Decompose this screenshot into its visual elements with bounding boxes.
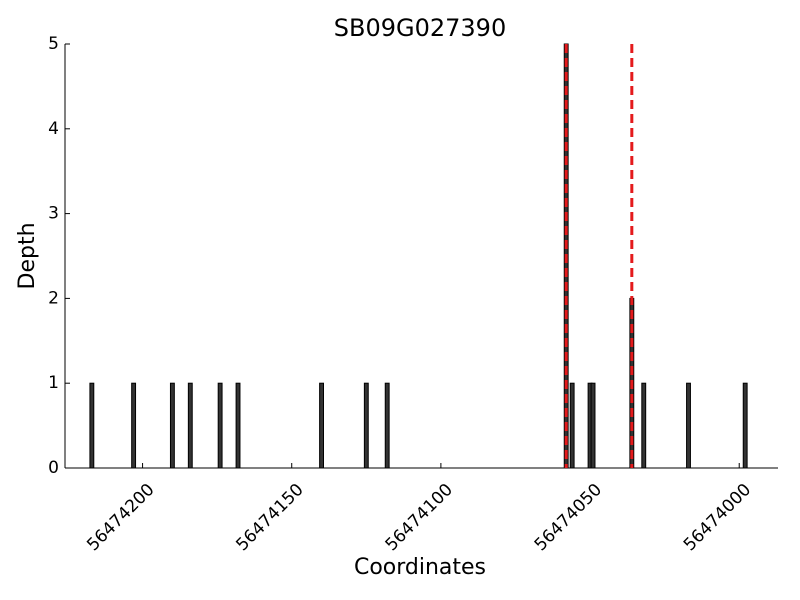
bar	[686, 382, 691, 469]
y-axis-label: Depth	[15, 222, 40, 289]
y-tick-label: 3	[48, 204, 59, 224]
bar	[742, 382, 748, 469]
y-tick-label: 0	[48, 458, 59, 478]
bar	[569, 382, 575, 469]
x-tick-label: 56474100	[382, 480, 457, 555]
bar	[217, 382, 223, 469]
x-tick-label: 56474000	[680, 480, 755, 555]
x-axis-label: Coordinates	[354, 555, 486, 580]
y-tick-label: 5	[48, 34, 59, 54]
bar	[590, 382, 596, 469]
bar	[384, 382, 390, 469]
bar	[89, 382, 95, 469]
bar	[319, 382, 324, 469]
bar	[235, 382, 241, 469]
bar	[131, 382, 137, 469]
chart-title: SB09G027390	[334, 14, 506, 42]
x-tick-label: 56474200	[83, 480, 158, 555]
bar	[641, 382, 647, 469]
bar	[169, 382, 175, 469]
y-tick-label: 4	[48, 119, 59, 139]
x-tick-label: 56474050	[531, 480, 606, 555]
bar	[363, 382, 369, 469]
y-tick-label: 1	[48, 373, 59, 393]
x-tick-label: 56474150	[232, 480, 307, 555]
bar	[187, 382, 193, 469]
y-tick-label: 2	[48, 288, 59, 308]
